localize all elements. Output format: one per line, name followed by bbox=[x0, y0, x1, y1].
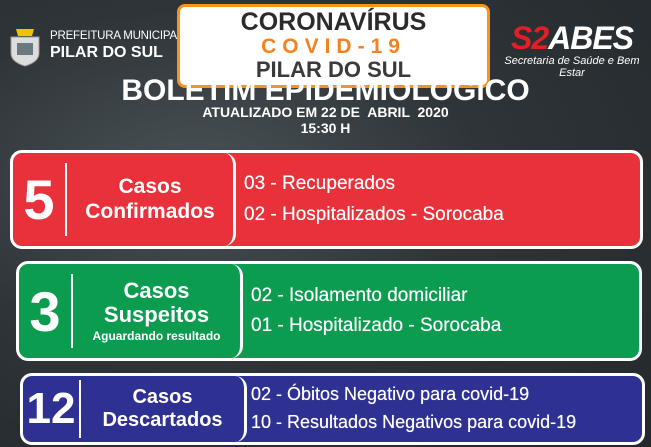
card-item: 02 - Hospitalizados - Sorocaba bbox=[244, 203, 504, 225]
logo-tagline: Secretaria de Saúde e Bem Estar bbox=[504, 55, 640, 79]
coronavirus-title: CORONAVÍRUS bbox=[240, 8, 427, 36]
updated-date: ATUALIZADO EM 22 DE ABRIL 2020 bbox=[202, 104, 449, 120]
updated-time: 15:30 H bbox=[300, 120, 351, 136]
divider bbox=[71, 274, 73, 348]
card-label: Casos bbox=[123, 277, 190, 303]
municipal-crest-icon bbox=[10, 29, 40, 67]
card-label: Casos bbox=[132, 386, 193, 408]
card-item: 10 - Resultados Negativos para covid-19 bbox=[251, 412, 577, 432]
saabes-logo: S2ABES Secretaria de Saúde e Bem Estar bbox=[497, 22, 647, 79]
confirmed-cases-card: 5 Casos Confirmados 03 - Recuperados 02 -… bbox=[10, 150, 643, 249]
prefeitura-name: PREFEITURA MUNICIPAL PILAR DO SUL bbox=[50, 30, 184, 61]
card-item: 02 - Óbitos Negativo para covid-19 bbox=[251, 384, 530, 405]
prefeitura-line2: PILAR DO SUL bbox=[50, 43, 163, 61]
card-item: 03 - Recuperados bbox=[244, 173, 396, 195]
logo-red-part: S2 bbox=[510, 20, 549, 56]
divider bbox=[79, 380, 81, 438]
confirmed-count: 5 bbox=[23, 168, 55, 231]
suspected-count: 3 bbox=[29, 279, 61, 343]
logo-white-part: ABES bbox=[548, 20, 634, 56]
discarded-count: 12 bbox=[26, 384, 76, 433]
card-item: 02 - Isolamento domiciliar bbox=[251, 284, 468, 306]
city-title: PILAR DO SUL bbox=[255, 57, 412, 82]
bulletin-title: BOLETIM EPIDEMIOLÓGICO bbox=[121, 74, 530, 107]
card-note: Aguardando resultado bbox=[92, 329, 221, 344]
title-box: CORONAVÍRUS COVID-19 PILAR DO SUL bbox=[177, 4, 490, 88]
card-label: Suspeitos bbox=[103, 301, 210, 327]
suspected-cases-card: 3 Casos Suspeitos Aguardando resultado 02 … bbox=[16, 261, 642, 361]
discarded-cases-card: 12 Casos Descartados 02 - Óbitos Negativo… bbox=[20, 373, 645, 445]
card-label: Confirmados bbox=[85, 199, 215, 223]
divider bbox=[65, 163, 67, 236]
covid-subtitle: COVID-19 bbox=[261, 35, 406, 58]
card-label: Casos bbox=[118, 175, 182, 199]
prefeitura-line1: PREFEITURA MUNICIPAL bbox=[50, 30, 184, 42]
card-item: 01 - Hospitalizado - Sorocaba bbox=[251, 315, 502, 336]
card-label: Descartados bbox=[102, 409, 223, 431]
